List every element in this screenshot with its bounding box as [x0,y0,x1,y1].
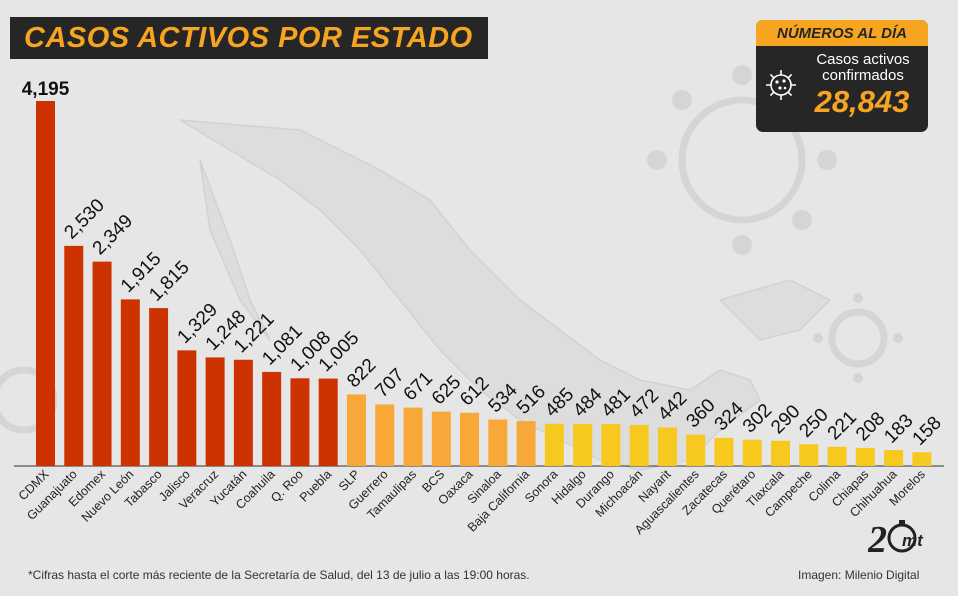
bar [233,359,253,466]
data-label: 221 [824,407,861,444]
data-label: 472 [626,385,663,422]
bar [799,444,819,466]
bar [318,378,338,466]
data-label: 290 [767,401,804,438]
stats-card-header: NÚMEROS AL DÍA [756,20,928,46]
bar [742,439,762,466]
stats-card: NÚMEROS AL DÍA Casos activos confirmados… [756,20,928,132]
bar [827,446,847,466]
bar [855,447,875,466]
footnote: *Cifras hasta el corte más reciente de l… [28,568,530,582]
data-label: 250 [795,405,832,442]
data-label: 183 [880,410,917,447]
data-label: 324 [711,398,749,436]
bar [573,423,593,466]
bar [92,261,112,466]
data-label: 625 [428,372,465,409]
bar [375,404,395,466]
bar [64,245,84,466]
title-banner: CASOS ACTIVOS POR ESTADO [10,17,488,59]
bar [346,394,366,466]
data-label: 516 [513,381,550,418]
bar [601,424,621,466]
bar [884,450,904,466]
svg-text:2: 2 [868,519,887,560]
bar [403,407,423,466]
data-label: 158 [909,413,946,450]
milenio-20-anos-logo: 2 mt [868,519,924,560]
bar [460,412,480,466]
bar [544,423,564,466]
stats-card-value: 28,843 [814,84,910,119]
bar [714,437,734,466]
bar [149,308,169,466]
bar [516,421,536,466]
logo-text: mt [902,531,924,550]
stats-card-label: Casos activos confirmados [816,51,910,84]
bar [912,452,932,466]
data-label: 302 [739,400,776,437]
image-credit: Imagen: Milenio Digital [798,568,920,582]
bar [262,371,282,466]
bar [290,378,310,466]
tick-label: Puebla [297,467,334,504]
data-label: 671 [400,368,437,405]
chart-title: CASOS ACTIVOS POR ESTADO [24,21,473,54]
virus-icon [766,70,796,100]
bar [771,440,791,466]
bar [488,419,508,466]
bar [177,350,197,466]
bar [205,357,225,466]
data-label: 208 [852,408,889,445]
bar [629,424,649,466]
bar [36,101,55,466]
bar [686,434,706,466]
bar [657,427,677,466]
data-label: 4,195 [22,79,70,100]
bar [120,299,140,466]
bar [431,411,451,466]
